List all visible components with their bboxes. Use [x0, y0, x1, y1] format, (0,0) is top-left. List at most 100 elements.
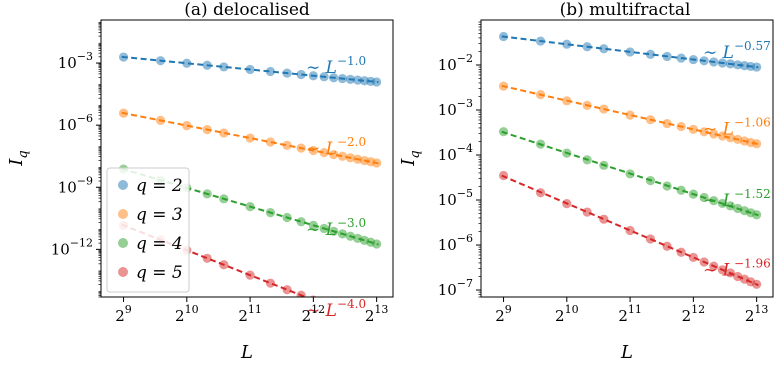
y-tick-label: 10−6	[58, 112, 93, 134]
data-point-q4	[245, 202, 255, 212]
panel-b-scaling-labels: ∼ L−0.57 ∼ L−1.06 ∼ L−1.52 ∼ L−1.96	[703, 39, 771, 280]
data-point-q3	[282, 140, 292, 150]
data-point-q4	[688, 189, 698, 199]
data-point-q2	[645, 49, 656, 60]
legend-marker	[118, 180, 128, 190]
data-point-q3	[752, 139, 762, 149]
data-point-q5	[625, 225, 635, 236]
data-point-q2	[245, 64, 255, 75]
data-point-q2	[155, 56, 166, 66]
data-point-q5	[562, 199, 572, 209]
data-point-q4	[265, 208, 276, 218]
data-point-q5	[645, 234, 656, 244]
data-point-q5	[346, 310, 355, 319]
panel-b-x-label: L	[620, 342, 633, 363]
panel-b: (b) multifractal ∼ L−0.57 ∼ L−1.06 ∼ L−1.5…	[398, 0, 774, 363]
y-tick-label: 10−2	[438, 52, 473, 74]
legend-marker	[118, 267, 128, 277]
data-point-q3	[296, 143, 306, 153]
data-point-q4	[599, 160, 609, 170]
data-point-q2	[282, 68, 292, 78]
data-point-q3	[535, 89, 546, 100]
data-point-q2	[329, 73, 339, 83]
data-point-q5	[662, 241, 672, 251]
data-point-q4	[372, 239, 382, 249]
data-point-q2	[202, 60, 212, 70]
x-tick-label: 210	[555, 303, 579, 325]
data-point-q2	[625, 47, 635, 57]
data-point-q2	[688, 54, 698, 65]
data-point-q2	[498, 31, 509, 42]
data-point-q3	[717, 131, 728, 141]
data-point-q5	[699, 257, 709, 267]
scaling-label-q4: ∼ L−3.0	[306, 216, 366, 240]
data-point-q4	[219, 194, 229, 204]
x-tick-label: 212	[302, 303, 326, 325]
x-tick-label: 211	[238, 303, 262, 325]
data-point-q4	[296, 217, 306, 227]
data-point-q3	[662, 118, 672, 129]
x-tick-label: 212	[682, 303, 706, 325]
data-point-q3	[118, 108, 129, 118]
y-tick-label: 10−6	[438, 232, 473, 254]
data-point-q4	[699, 192, 709, 203]
data-point-q3	[265, 137, 276, 147]
data-point-q2	[353, 75, 363, 85]
legend-marker	[118, 209, 128, 219]
data-point-q5	[282, 285, 292, 295]
data-point-q3	[372, 158, 382, 168]
panel-b-frame	[480, 19, 774, 298]
legend-entry: q = 4	[136, 234, 183, 254]
data-point-q3	[625, 110, 635, 120]
data-point-q5	[725, 268, 735, 278]
data-point-q3	[345, 153, 355, 163]
data-point-q4	[709, 196, 719, 206]
data-point-q5	[245, 270, 255, 280]
data-point-q2	[752, 62, 762, 72]
data-point-q2	[725, 59, 735, 69]
data-point-q4	[498, 127, 509, 137]
y-tick-label: 10−12	[51, 236, 93, 258]
data-point-q2	[345, 74, 355, 84]
scaling-label-q2: ∼ L−1.0	[306, 54, 366, 78]
data-point-q2	[319, 72, 329, 82]
data-point-q2	[265, 66, 276, 77]
data-point-q4	[329, 226, 339, 236]
data-point-q2	[296, 69, 306, 80]
x-tick-label: 210	[175, 303, 199, 325]
y-tick-label: 10−9	[58, 174, 93, 196]
panel-b-title: (b) multifractal	[560, 0, 691, 20]
data-point-q2	[717, 58, 728, 68]
data-point-q5	[688, 252, 698, 263]
panel-a-y-ticks: 10−3 10−6 10−9 10−12	[51, 22, 101, 298]
legend-entry: q = 2	[136, 176, 183, 196]
panel-a-x-label: L	[240, 342, 253, 363]
x-tick-label: 211	[618, 303, 642, 325]
data-point-q4	[319, 223, 329, 234]
data-point-q2	[337, 73, 348, 84]
data-point-q5	[717, 265, 728, 275]
data-point-q4	[625, 169, 635, 179]
data-point-q2	[219, 62, 229, 72]
data-point-q2	[535, 36, 546, 46]
data-point-q4	[282, 212, 292, 223]
scaling-label-q2: ∼ L−0.57	[703, 39, 771, 63]
x-tick-label: 29	[115, 303, 132, 325]
legend-entry: q = 5	[136, 263, 183, 283]
panel-a-title: (a) delocalised	[184, 0, 310, 20]
scaling-label-q3: ∼ L−2.0	[306, 135, 366, 159]
data-point-q4	[717, 198, 728, 209]
data-point-q3	[182, 121, 192, 131]
data-point-q4	[202, 189, 212, 199]
data-point-q2	[709, 57, 719, 67]
y-tick-label: 10−5	[438, 187, 473, 209]
data-point-q2	[582, 42, 592, 52]
panel-b-y-label: Iq	[398, 150, 423, 166]
data-point-q5	[582, 207, 592, 217]
data-point-q4	[582, 155, 592, 165]
data-point-q4	[562, 148, 572, 158]
panel-a-frame	[100, 19, 394, 298]
x-tick-label: 29	[495, 303, 512, 325]
data-point-q3	[562, 96, 572, 106]
